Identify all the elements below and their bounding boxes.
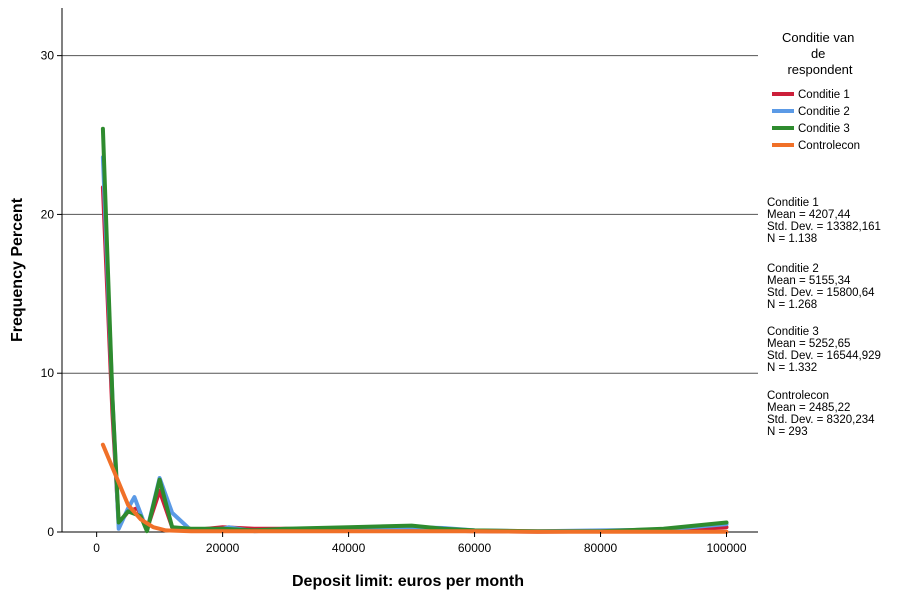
stats-block-controlecon: Controlecon Mean = 2485,22 Std. Dev. = 8… — [767, 390, 878, 438]
legend-label: Conditie 1 — [798, 89, 850, 101]
stats-sd: Std. Dev. = 16544,929 — [767, 350, 881, 362]
stats-sd: Std. Dev. = 15800,64 — [767, 287, 875, 299]
series-line-controlecon — [103, 445, 727, 532]
stats-n: N = 1.138 — [767, 233, 817, 245]
stats-block-conditie-1: Conditie 1 Mean = 4207,44 Std. Dev. = 13… — [767, 197, 884, 245]
stats-block-conditie-2: Conditie 2 Mean = 5155,34 Std. Dev. = 15… — [767, 263, 878, 311]
axes — [62, 8, 758, 532]
legend-label: Conditie 2 — [798, 106, 850, 118]
legend-title-line-3: respondent — [787, 62, 852, 77]
stats-sd: Std. Dev. = 13382,161 — [767, 221, 881, 233]
series-lines — [103, 129, 727, 532]
stats-n: N = 293 — [767, 426, 808, 438]
series-line-conditie-2 — [103, 157, 727, 531]
stats-mean: Mean = 4207,44 — [767, 209, 851, 221]
x-tick-label: 0 — [93, 541, 100, 555]
y-axis-title: Frequency Percent — [9, 197, 26, 342]
stats-mean: Mean = 5155,34 — [767, 275, 851, 287]
x-tick-label: 20000 — [206, 541, 240, 555]
x-tick-label: 100000 — [706, 541, 746, 555]
stats-title: Conditie 3 — [767, 326, 819, 338]
legend-label: Controlecon — [798, 140, 860, 152]
legend-items: Conditie 1 Conditie 2 Conditie 3 Controleco… — [772, 89, 860, 152]
legend-title: Conditie van de respondent — [782, 30, 858, 77]
x-tick-label: 60000 — [458, 541, 492, 555]
y-tick-label: 30 — [41, 49, 55, 63]
x-tick-labels: 0 20000 40000 60000 80000 100000 — [93, 532, 747, 555]
summary-statistics: Conditie 1 Mean = 4207,44 Std. Dev. = 13… — [767, 197, 884, 438]
y-tick-label: 20 — [41, 207, 55, 221]
y-tick-label: 0 — [47, 525, 54, 539]
y-tick-label: 10 — [41, 366, 55, 380]
gridlines — [62, 56, 758, 374]
stats-title: Controlecon — [767, 390, 829, 402]
stats-title: Conditie 1 — [767, 197, 819, 209]
stats-sd: Std. Dev. = 8320,234 — [767, 414, 875, 426]
legend-label: Conditie 3 — [798, 123, 850, 135]
x-axis-title: Deposit limit: euros per month — [292, 573, 524, 590]
legend-title-line-1: Conditie van — [782, 30, 854, 45]
stats-mean: Mean = 2485,22 — [767, 402, 850, 414]
series-line-conditie-1 — [103, 187, 727, 531]
series-line-conditie-3 — [103, 129, 727, 532]
legend: Conditie van de respondent Conditie 1Con… — [772, 30, 860, 152]
legend-title-line-2: de — [811, 46, 825, 61]
stats-title: Conditie 2 — [767, 263, 819, 275]
stats-mean: Mean = 5252,65 — [767, 338, 850, 350]
x-tick-label: 40000 — [332, 541, 366, 555]
stats-n: N = 1.268 — [767, 299, 817, 311]
stats-block-conditie-3: Conditie 3 Mean = 5252,65 Std. Dev. = 16… — [767, 326, 884, 374]
stats-n: N = 1.332 — [767, 362, 817, 374]
y-tick-labels: 0 10 20 30 — [41, 49, 62, 539]
x-tick-label: 80000 — [584, 541, 618, 555]
